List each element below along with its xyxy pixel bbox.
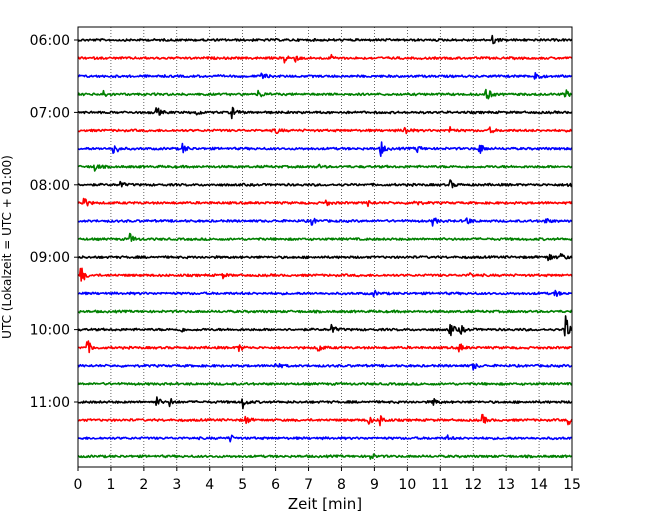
y-tick-label: 06:00 [30,33,70,49]
x-tick-label: 3 [172,477,181,493]
y-tick-label: 08:00 [30,178,70,194]
trace-0945 [77,309,573,314]
x-tick-label: 7 [304,477,313,493]
trace-0600 [77,34,573,45]
trace-0845 [77,232,573,242]
x-tick-label: 0 [74,477,83,493]
y-tick-label: 09:00 [30,250,70,266]
trace-0815 [77,197,573,208]
y-axis-title: UTC (Lokalzeit = UTC + 01:00) [0,155,14,339]
trace-0630 [77,72,573,80]
trace-1015 [77,340,573,354]
trace-0745 [77,163,573,172]
x-tick-label: 13 [497,477,515,493]
x-tick-label: 6 [271,477,280,493]
x-tick-label: 2 [139,477,148,493]
x-tick-label: 11 [431,477,449,493]
plot-frame [77,26,573,468]
trace-1145 [77,453,573,460]
trace-1130 [77,434,573,443]
x-tick-label: 4 [205,477,214,493]
y-tick-label: 11:00 [30,395,70,411]
trace-0730 [77,141,573,157]
trace-0900 [77,252,573,262]
x-tick-label: 9 [370,477,379,493]
trace-1030 [77,362,573,371]
x-tick-label: 14 [530,477,548,493]
trace-0715 [77,126,573,135]
x-axis-title: Zeit [min] [288,495,362,513]
trace-1000 [77,315,573,337]
trace-1100 [77,396,573,410]
trace-0915 [77,267,573,282]
seismic-traces [77,34,573,460]
y-tick-label: 07:00 [30,105,70,121]
x-tick-label: 10 [398,477,416,493]
trace-0645 [77,88,573,100]
x-tick-label: 12 [464,477,482,493]
x-tick-label: 5 [238,477,247,493]
x-tick-label: 1 [106,477,115,493]
x-tick-label: 8 [337,477,346,493]
trace-1045 [77,381,573,386]
y-axis-ticks: 06:00 07:00 08:00 09:00 10:00 11:00 [30,33,78,411]
x-axis-ticks: 0 1 2 3 4 5 6 7 8 9 10 11 12 13 14 15 [74,467,581,493]
x-tick-label: 15 [563,477,581,493]
trace-0800 [77,179,573,189]
trace-0615 [77,53,573,64]
trace-0830 [77,217,573,227]
x-gridlines [110,27,540,467]
trace-1115 [77,413,573,427]
trace-0930 [78,289,573,298]
trace-0700 [78,106,573,120]
y-tick-label: 10:00 [30,323,70,339]
